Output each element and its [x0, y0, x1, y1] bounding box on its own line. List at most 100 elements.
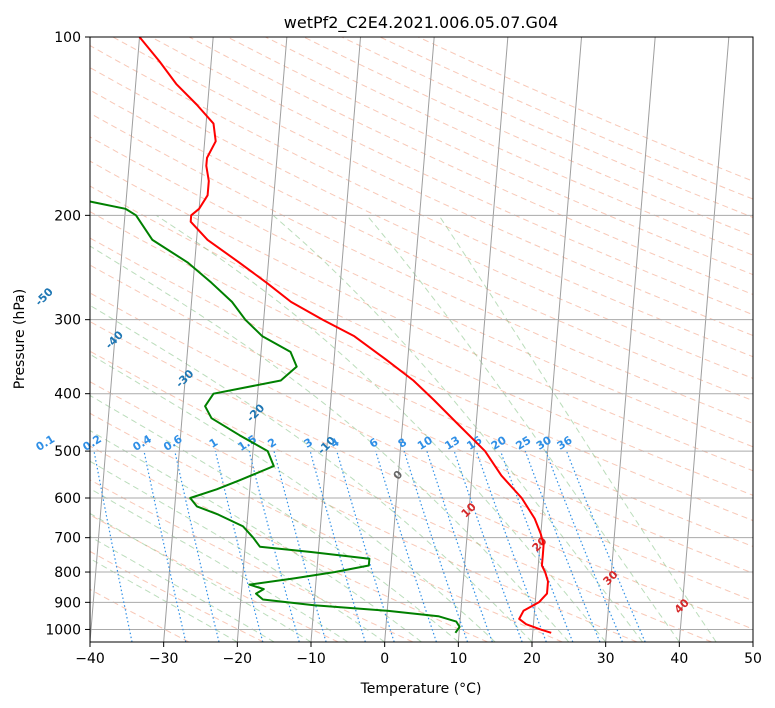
mixing-ratio-line — [545, 450, 623, 642]
y-tick-label: 200 — [54, 208, 81, 224]
x-tick-label: 30 — [597, 651, 615, 667]
mixing-ratio-labels: 0.1 0.2 0.4 0.6 1 1.5 2 3 4 6 8 10 13 16 20 25 30 36 — [34, 432, 575, 454]
x-tick-label: 50 — [744, 651, 762, 667]
x-tick-label: −20 — [223, 651, 253, 667]
plot-frame — [89, 36, 754, 643]
background-lines — [90, 37, 753, 642]
mixing-ratio-label: 36 — [555, 433, 575, 452]
mixing-ratio-line — [500, 450, 574, 642]
dry-adiabat — [90, 514, 339, 642]
y-tick-label: 900 — [54, 595, 81, 611]
temperature-profile — [138, 37, 552, 634]
mixing-ratio-label: 2 — [265, 436, 278, 451]
y-tick-label: 600 — [54, 491, 81, 507]
mixing-ratio-label: 0.4 — [130, 432, 154, 454]
dry-adiabat — [90, 588, 190, 642]
mixing-ratio-line — [214, 450, 264, 642]
y-tick-label: 800 — [54, 565, 81, 581]
y-tick-label: 400 — [54, 387, 81, 403]
isotherm-label: 30 — [601, 568, 621, 588]
mixing-ratio-line — [375, 450, 437, 642]
x-tick-label: 20 — [523, 651, 541, 667]
isotherm-line — [236, 37, 288, 642]
moist-adiabat — [90, 304, 533, 642]
y-axis-ticks: 100 200 300 400 500 600 700 800 900 1000 — [45, 30, 90, 638]
isotherm-line — [163, 37, 214, 642]
mixing-ratio-line — [524, 450, 601, 642]
isotherm-line — [457, 37, 509, 642]
dry-adiabat — [90, 89, 753, 402]
mixing-ratio-line — [336, 450, 395, 642]
isotherm-label: -50 — [33, 285, 56, 308]
dewpoint-profile — [90, 200, 461, 634]
mixing-ratio-label: 8 — [396, 436, 409, 451]
isotherm-line — [605, 37, 656, 642]
isotherm-line — [310, 37, 362, 642]
mixing-ratio-line — [273, 450, 327, 642]
dry-adiabat — [90, 292, 753, 602]
dry-adiabat — [90, 350, 712, 642]
dry-adiabat — [90, 160, 753, 472]
isotherm-label: 40 — [672, 596, 692, 616]
dry-adiabat — [90, 112, 753, 424]
x-axis-label: Temperature (°C) — [360, 681, 482, 697]
y-tick-label: 100 — [54, 30, 81, 46]
mixing-ratio-line — [174, 450, 220, 642]
dry-adiabat — [112, 37, 753, 337]
mixing-ratio-line — [93, 450, 133, 642]
isotherm-line — [752, 635, 753, 642]
isotherm-label: -30 — [173, 367, 196, 390]
dry-adiabat — [90, 237, 753, 548]
x-tick-label: −10 — [296, 651, 326, 667]
mixing-ratio-label: 0.6 — [161, 432, 185, 454]
moist-adiabat — [366, 214, 680, 642]
y-tick-label: 500 — [54, 444, 81, 460]
y-tick-label: 1000 — [45, 622, 81, 638]
mixing-ratio-line — [475, 450, 547, 642]
x-tick-label: 0 — [380, 651, 389, 667]
y-tick-label: 700 — [54, 531, 81, 547]
moist-adiabat — [90, 430, 422, 642]
chart-title: wetPf2_C2E4.2021.006.05.07.G04 — [284, 13, 558, 33]
mixing-ratio-label: 25 — [514, 434, 534, 453]
y-tick-label: 300 — [54, 313, 81, 329]
dry-adiabat — [90, 185, 753, 496]
isotherm-line — [531, 37, 583, 642]
isotherm-label: -40 — [103, 328, 126, 351]
isotherm-line — [384, 37, 435, 642]
mixing-ratio-line — [426, 450, 493, 642]
moist-adiabat — [438, 215, 717, 642]
x-tick-label: 40 — [670, 651, 688, 667]
mixing-ratio-label: 30 — [534, 433, 554, 452]
dry-adiabat — [90, 321, 753, 630]
dry-adiabat — [379, 37, 753, 200]
moist-adiabat — [90, 394, 459, 642]
x-tick-label: −40 — [75, 651, 105, 667]
isotherm-line — [90, 37, 141, 642]
isotherm-label: -20 — [244, 401, 267, 424]
moist-adiabat — [90, 488, 349, 642]
moist-adiabat — [90, 557, 238, 642]
dry-adiabat — [341, 37, 753, 218]
mixing-ratio-line — [248, 450, 300, 642]
dry-adiabat — [90, 445, 488, 642]
mixing-ratio-line — [309, 450, 366, 642]
dry-adiabat — [90, 412, 563, 642]
x-axis-ticks: −40 −30 −20 −10 0 10 20 30 40 50 — [75, 642, 762, 667]
x-tick-label: 10 — [449, 651, 467, 667]
mixing-ratio-label: 16 — [465, 433, 485, 452]
moist-adiabat — [90, 536, 275, 642]
moist-adiabat — [90, 512, 312, 642]
moist-adiabat — [90, 460, 385, 642]
mixing-ratio-line — [143, 450, 187, 642]
moist-adiabat — [155, 214, 607, 642]
x-tick-label: −30 — [149, 651, 179, 667]
dry-adiabat — [90, 479, 414, 642]
profile-lines — [90, 37, 552, 634]
dry-adiabat — [90, 211, 753, 522]
mixing-ratio-line — [403, 450, 469, 642]
dry-adiabat — [188, 37, 753, 296]
mixing-ratio-label: 1 — [207, 436, 220, 451]
